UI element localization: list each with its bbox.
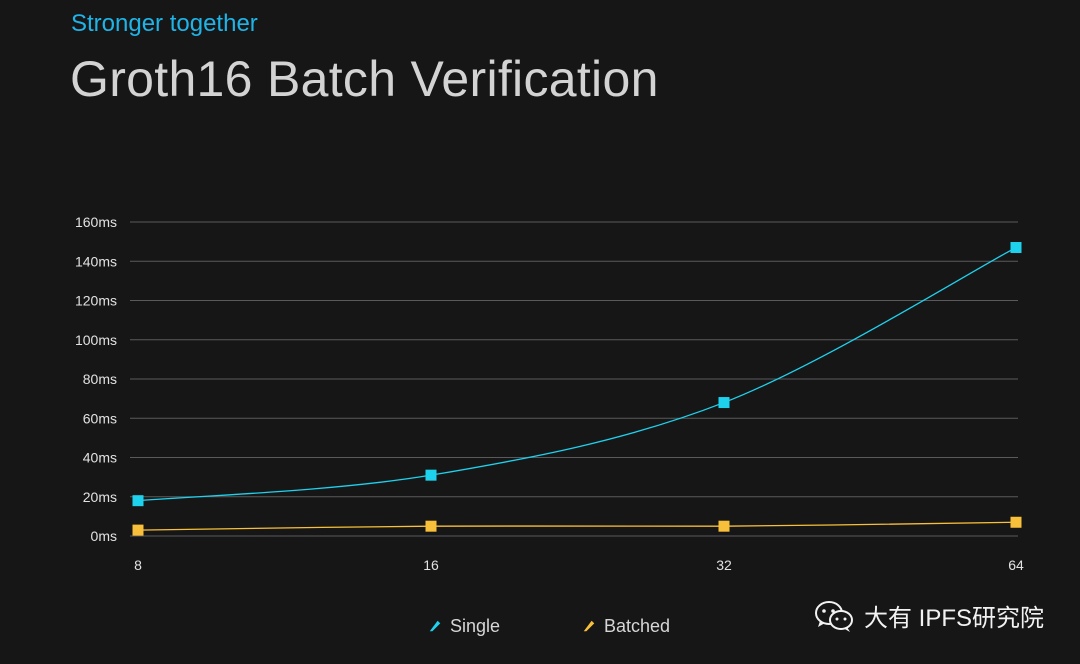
wechat-icon xyxy=(814,600,853,632)
y-tick-label: 40ms xyxy=(83,450,117,466)
y-tick-label: 20ms xyxy=(83,489,117,505)
x-tick-label: 16 xyxy=(423,557,439,573)
data-point-batched xyxy=(1010,516,1022,528)
single-legend-icon xyxy=(429,620,441,632)
data-point-single xyxy=(718,397,730,409)
data-point-single xyxy=(1010,242,1022,254)
series-line-single xyxy=(137,246,1017,502)
data-point-single xyxy=(425,469,437,481)
y-tick-label: 60ms xyxy=(83,410,117,426)
y-tick-label: 120ms xyxy=(75,293,117,309)
data-point-batched xyxy=(718,520,730,532)
y-tick-label: 100ms xyxy=(75,332,117,348)
x-tick-label: 8 xyxy=(134,557,142,573)
line-chart: 0ms 20ms 40ms 60ms 80ms 100ms 120ms 140ms 160ms 8… xyxy=(75,214,1024,573)
data-point-batched xyxy=(132,524,144,536)
x-tick-label: 64 xyxy=(1008,557,1024,573)
y-tick-label: 140ms xyxy=(75,253,117,269)
legend-item-batched: Batched xyxy=(582,612,670,640)
y-tick-label: 80ms xyxy=(83,371,117,387)
legend-label-single: Single xyxy=(450,615,501,636)
batched-legend-icon xyxy=(583,620,595,632)
chart-title: Groth16 Batch Verification xyxy=(70,51,659,107)
data-point-batched xyxy=(425,520,437,532)
watermark: 大有 IPFS研究院 xyxy=(814,598,1044,633)
watermark-text: 大有 IPFS研究院 xyxy=(863,605,1044,632)
chart-subtitle: Stronger together xyxy=(71,10,258,37)
series-line-batched xyxy=(137,521,1017,531)
legend-label-batched: Batched xyxy=(604,615,671,636)
data-point-single xyxy=(132,495,144,507)
legend-item-single: Single xyxy=(428,612,500,640)
x-tick-label: 32 xyxy=(716,557,732,573)
y-tick-label: 160ms xyxy=(75,214,117,230)
y-tick-label: 0ms xyxy=(91,528,117,544)
